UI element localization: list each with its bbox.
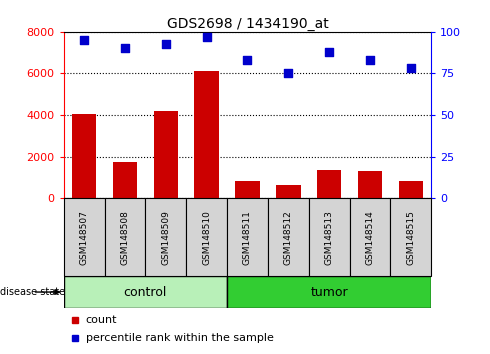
Text: percentile rank within the sample: percentile rank within the sample (86, 333, 273, 343)
Bar (153, 111, 178, 198)
Point (80, 37, 88, 43)
Bar (358, 171, 382, 198)
FancyBboxPatch shape (64, 198, 104, 276)
Text: GSM148509: GSM148509 (161, 210, 171, 265)
Text: GSM148511: GSM148511 (243, 210, 252, 265)
Point (407, 65, 415, 71)
Text: count: count (86, 315, 117, 325)
Text: GSM148507: GSM148507 (79, 210, 89, 265)
Bar (113, 162, 137, 198)
FancyBboxPatch shape (186, 198, 227, 276)
FancyBboxPatch shape (64, 276, 227, 308)
Point (203, 34, 211, 40)
Text: control: control (123, 286, 167, 298)
Point (284, 71, 292, 76)
Text: GSM148508: GSM148508 (121, 210, 129, 265)
FancyBboxPatch shape (104, 198, 146, 276)
Text: GSM148514: GSM148514 (366, 210, 374, 264)
FancyBboxPatch shape (309, 198, 349, 276)
Point (162, 41, 170, 46)
Bar (72, 114, 97, 198)
FancyBboxPatch shape (268, 198, 309, 276)
Text: GSM148513: GSM148513 (324, 210, 334, 265)
FancyBboxPatch shape (227, 276, 431, 308)
Bar (276, 185, 300, 198)
Text: GSM148512: GSM148512 (284, 210, 293, 264)
Bar (398, 181, 423, 198)
FancyBboxPatch shape (227, 198, 268, 276)
Text: disease state: disease state (0, 287, 65, 297)
Text: GSM148510: GSM148510 (202, 210, 211, 265)
Text: GSM148515: GSM148515 (406, 210, 416, 265)
FancyBboxPatch shape (349, 198, 391, 276)
Point (325, 49, 333, 55)
Point (366, 57, 374, 63)
Bar (235, 181, 260, 198)
FancyBboxPatch shape (146, 198, 186, 276)
Bar (195, 72, 219, 198)
Title: GDS2698 / 1434190_at: GDS2698 / 1434190_at (167, 17, 328, 31)
Bar (317, 170, 342, 198)
Point (121, 46, 129, 51)
FancyBboxPatch shape (391, 198, 431, 276)
Text: tumor: tumor (310, 286, 348, 298)
Point (244, 57, 251, 63)
